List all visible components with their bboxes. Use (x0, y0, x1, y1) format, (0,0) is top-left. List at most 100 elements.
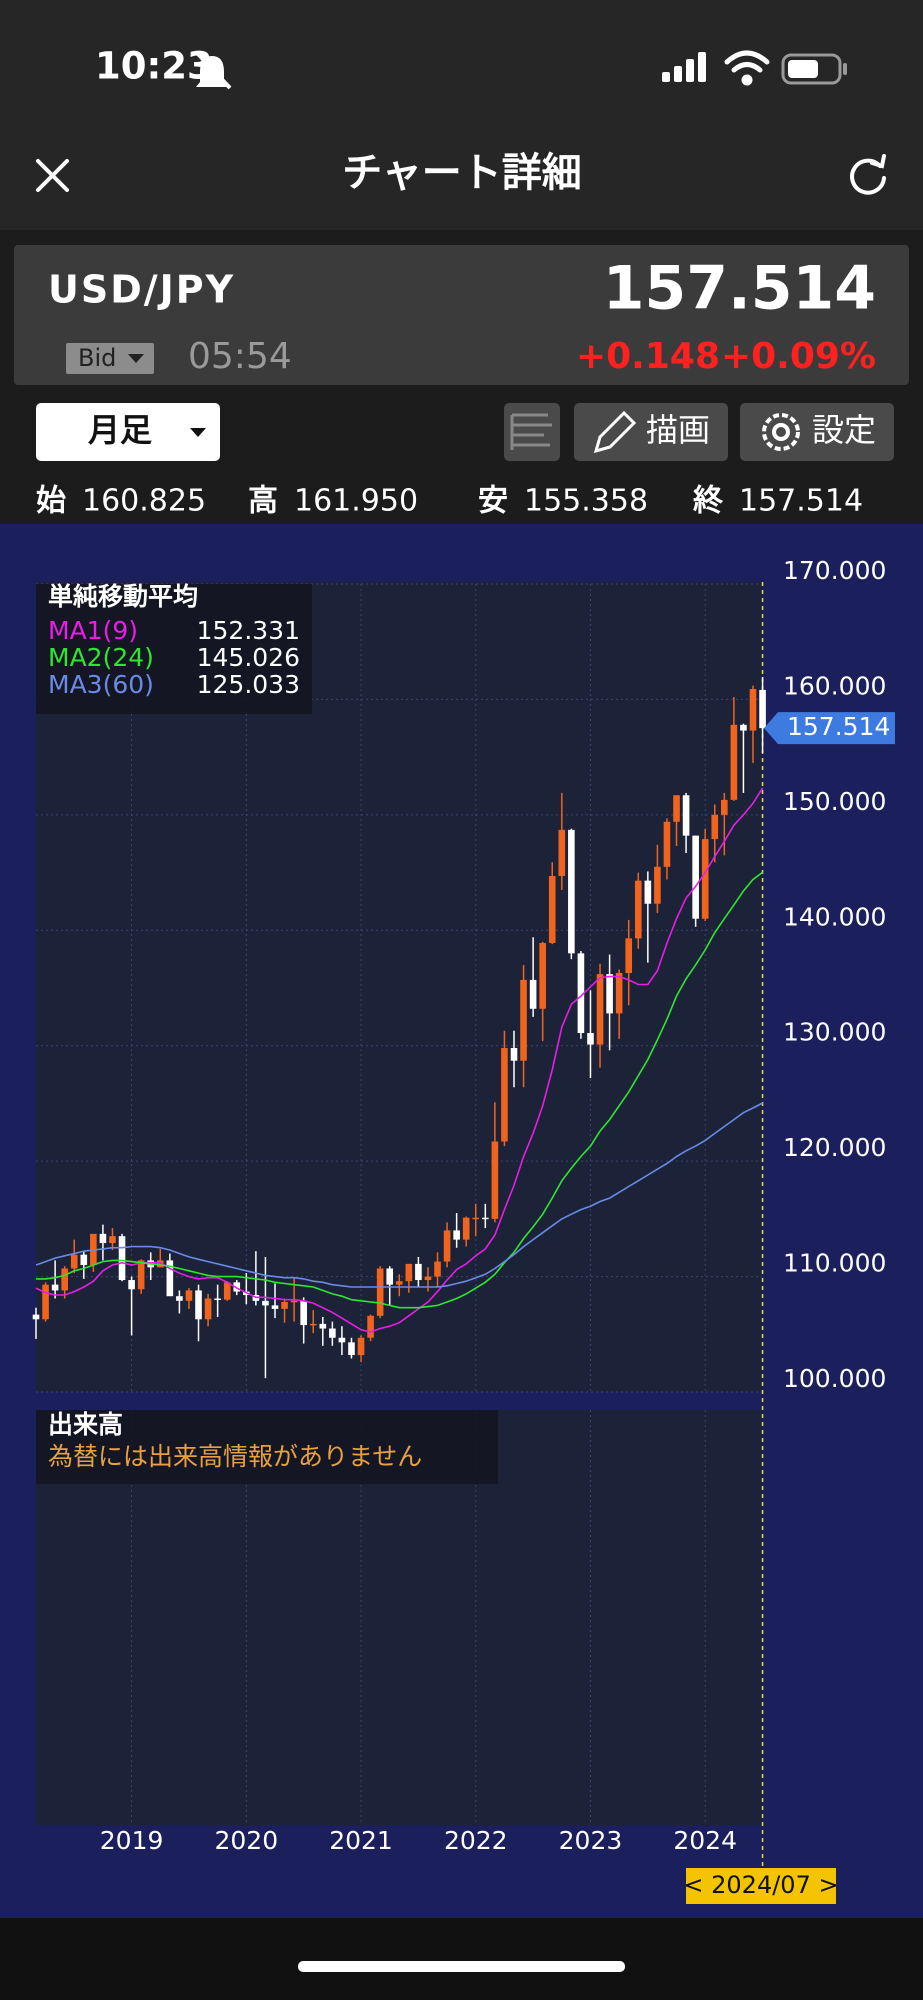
candle-body (606, 974, 613, 1014)
volume-note: 為替には出来高情報がありません (48, 1442, 422, 1471)
legend-name: MA3(60) (48, 670, 154, 699)
pencil-icon (593, 410, 637, 454)
candle-body (348, 1342, 355, 1356)
plot: 100.000 110.000 120.000 130.000 140.000 150.0… (32, 556, 895, 1870)
candle-body (166, 1260, 174, 1297)
x-tick-label: 2022 (444, 1826, 508, 1855)
candle-body (118, 1236, 126, 1281)
side-button[interactable] (66, 343, 154, 374)
ohlc-value: 161.950 (294, 484, 418, 519)
home-indicator (298, 1961, 625, 1972)
candle-body (319, 1323, 327, 1329)
candle-body (176, 1296, 183, 1301)
ohlc-value: 155.358 (524, 484, 648, 519)
candle-body (137, 1260, 145, 1290)
candle-body (395, 1281, 403, 1285)
volume-title: 出来高 (48, 1410, 123, 1439)
candle-body (51, 1284, 59, 1291)
legend-name: MA1(9) (48, 616, 138, 645)
ohlc-value: 157.514 (739, 484, 863, 519)
last-price-label: 157.514 (787, 712, 890, 741)
period-button[interactable] (36, 403, 220, 461)
candle-body (682, 795, 690, 836)
change: +0.148 (576, 336, 720, 377)
candle-body (692, 835, 699, 919)
candle-body (271, 1305, 279, 1309)
candle-body (453, 1230, 460, 1240)
candle-body (596, 974, 604, 1045)
battery-icon (781, 53, 847, 85)
candle-body (443, 1230, 451, 1262)
candle-body (654, 866, 661, 904)
ohlc-value: 160.825 (82, 484, 206, 519)
cursor-label: < 2024/07 > (683, 1871, 838, 1899)
candle-body (329, 1328, 336, 1338)
y-tick-label: 140.000 (783, 902, 886, 931)
x-tick-label: 2023 (559, 1826, 623, 1855)
candle-body (61, 1268, 68, 1291)
bottom-bar (0, 1918, 923, 2000)
candle-body (558, 829, 566, 877)
legend: MA1(9) 152.331 MA2(24) 145.026 MA3(60) 125.03… (48, 616, 300, 699)
legend-value: 145.026 (197, 643, 300, 672)
candle-body (357, 1337, 365, 1356)
legend-value: 152.331 (197, 616, 300, 645)
candle-body (759, 689, 766, 729)
cursor-label-box (686, 1868, 836, 1904)
candle-body (262, 1300, 269, 1306)
moving-average-line (35, 787, 764, 1333)
candle-body (634, 880, 642, 939)
settings-button[interactable] (740, 403, 894, 461)
candle-body (386, 1268, 394, 1285)
candle-body (233, 1282, 241, 1292)
candle-body (367, 1315, 374, 1338)
candle-body (309, 1323, 317, 1326)
y-tick-label: 100.000 (783, 1364, 886, 1393)
close-button[interactable] (36, 159, 69, 192)
y-tick-label: 170.000 (783, 556, 886, 585)
candle-body (99, 1233, 107, 1244)
candle-body (701, 839, 709, 919)
candle-body (587, 1033, 594, 1045)
candle-body (415, 1263, 422, 1281)
candle-body (405, 1263, 413, 1282)
candle-body (128, 1280, 135, 1290)
draw-label: 描画 (646, 411, 710, 449)
candle-body (156, 1260, 164, 1268)
candle-body (300, 1300, 307, 1326)
candle-body (539, 942, 546, 1009)
candle-body (70, 1254, 78, 1269)
candle-body (482, 1217, 489, 1220)
candle-body (577, 953, 585, 1034)
header-title: チャート詳細 (342, 150, 582, 196)
candle-body (529, 979, 537, 1009)
ohlc-label: 終 (693, 484, 724, 519)
candle-body (290, 1300, 298, 1303)
candle-body (644, 880, 652, 904)
candle-body (338, 1337, 346, 1343)
candle-body (32, 1314, 40, 1320)
candle-body (491, 1141, 499, 1219)
refresh-button[interactable] (850, 154, 886, 195)
legend-value: 125.033 (197, 670, 300, 699)
y-tick-label: 120.000 (783, 1133, 886, 1162)
candle-body (615, 972, 623, 1014)
x-tick-label: 2019 (100, 1826, 164, 1855)
gear-icon (762, 413, 800, 451)
list-button[interactable] (504, 403, 560, 461)
ohlc-label: 始 (36, 484, 66, 519)
candle-body (204, 1298, 212, 1320)
candle-body (214, 1298, 221, 1301)
y-tick-label: 130.000 (783, 1018, 886, 1047)
candle-body (568, 829, 575, 954)
quote-time: 05:54 (188, 336, 292, 377)
status-time: 10:23 (95, 45, 213, 88)
legend-name: MA2(24) (48, 643, 154, 672)
candle-body (109, 1236, 116, 1244)
x-tick-label: 2024 (673, 1826, 737, 1855)
candle-body (721, 799, 728, 815)
candle-body (520, 979, 527, 1061)
y-tick-label: 110.000 (783, 1249, 886, 1278)
